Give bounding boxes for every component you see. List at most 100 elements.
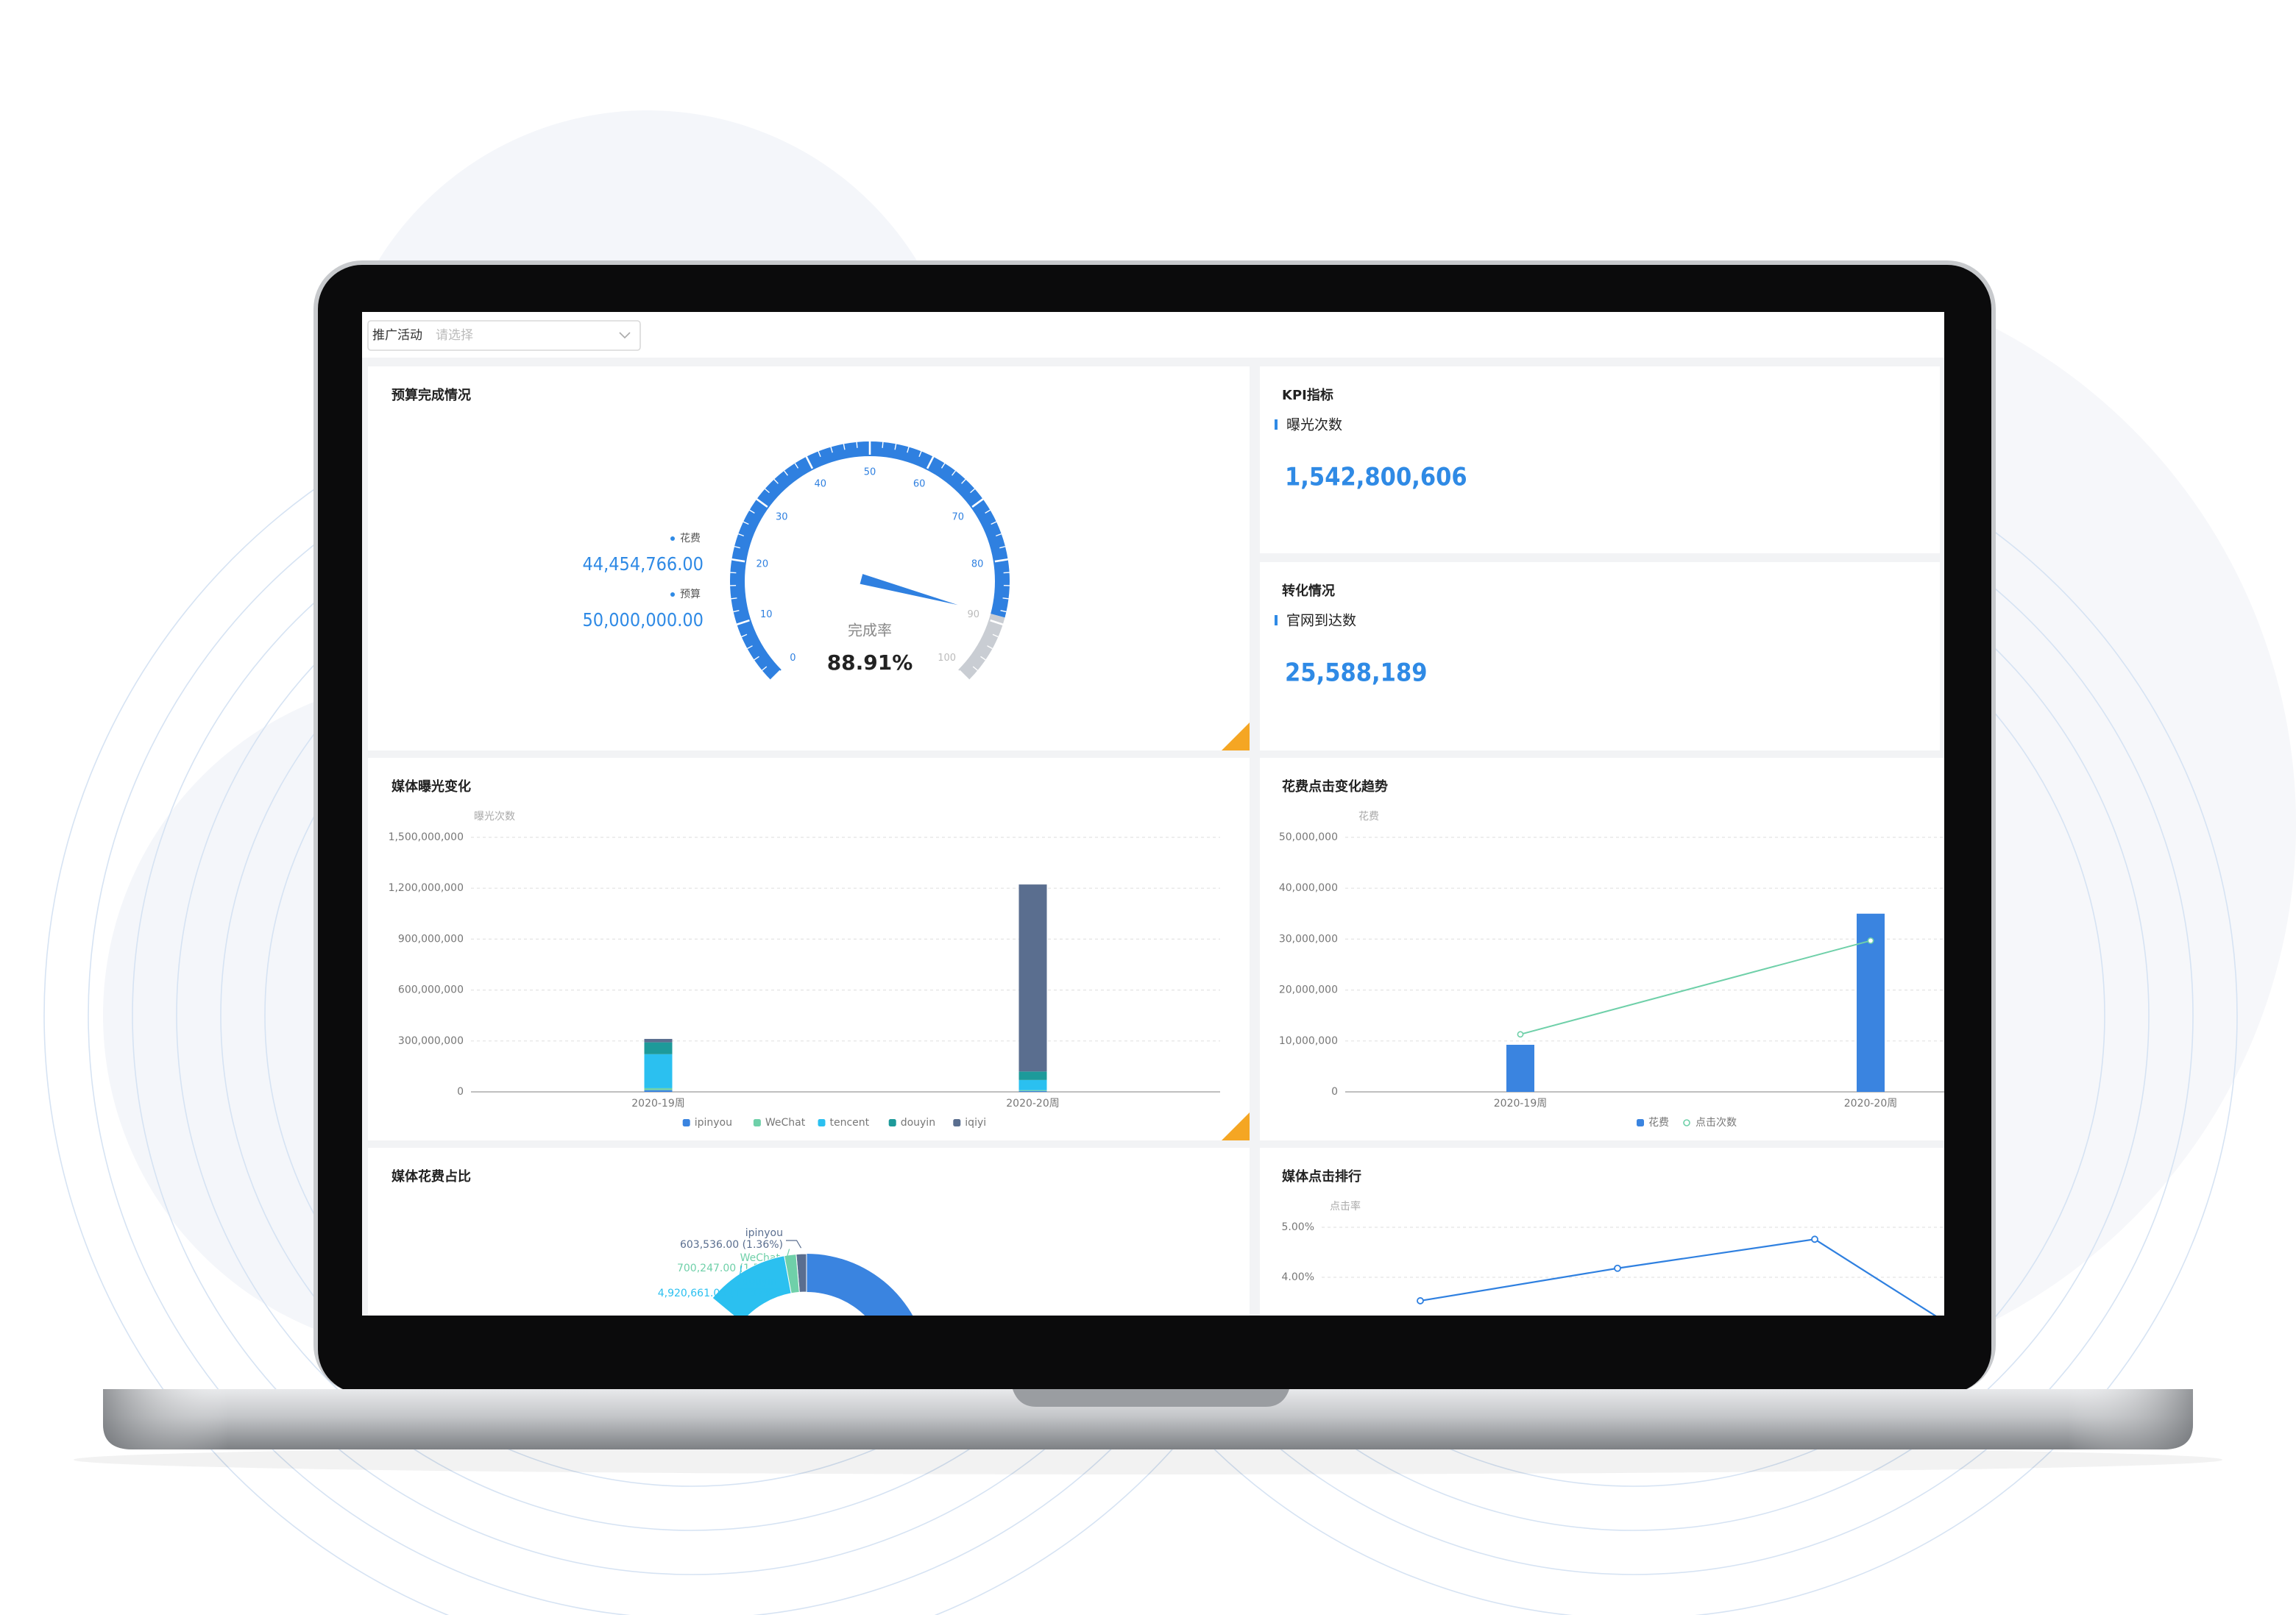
dropdown-arrow[interactable] [619, 332, 631, 339]
legend-symbol [753, 1119, 761, 1126]
screen: 推广活动 请选择 预算完成情况 花费 44,454,766.00 预算 50,0… [362, 312, 1944, 1316]
gauge-tick [770, 670, 782, 681]
legend-label[interactable]: douyin [901, 1117, 935, 1129]
y-axis-title: 曝光次数 [474, 811, 515, 823]
x-tick-label: 2020-19周 [1494, 1098, 1548, 1110]
line [1520, 940, 1871, 1035]
panel [1260, 562, 1940, 750]
filter-placeholder[interactable]: 请选择 [436, 328, 473, 343]
corner-badge[interactable] [1222, 723, 1250, 750]
gauge-minor-tick [961, 479, 966, 484]
y-tick-label: 50,000,000 [1279, 831, 1338, 843]
slice-name: douyin [743, 1276, 777, 1288]
gauge-tick-label: 70 [952, 512, 964, 523]
slice-name: ipinyou [745, 1227, 783, 1239]
gauge-minor-tick [743, 521, 749, 525]
gauge-minor-tick [972, 666, 978, 671]
y-tick-label: 5.00% [1282, 1221, 1314, 1233]
panel [1260, 758, 1944, 1140]
gauge-tick [926, 456, 935, 469]
gauge-tick [990, 619, 1004, 625]
y-tick-label: 20,000,000 [1279, 984, 1338, 996]
y-tick-label: 900,000,000 [398, 933, 464, 945]
legend-label[interactable]: 花费 [1648, 1117, 1669, 1129]
gauge-minor-tick [999, 546, 1006, 549]
metric-value: 25,588,189 [1285, 659, 1428, 688]
gauge-tick-label: 50 [864, 467, 876, 478]
metric-marker [1275, 615, 1278, 625]
corner-badge[interactable] [1222, 1112, 1250, 1140]
gauge-minor-tick [996, 533, 1002, 537]
gauge-minor-tick [754, 656, 759, 661]
gauge-tick [805, 456, 814, 469]
metric-marker [1275, 419, 1278, 430]
legend-dot [670, 536, 675, 541]
gauge-tick-label: 0 [790, 653, 796, 664]
legend-label[interactable]: WeChat [765, 1117, 806, 1129]
slice-label: 4,920,661.00 (11.07%) [658, 1288, 777, 1299]
gauge-tick [756, 498, 768, 508]
gauge-tick [736, 619, 750, 625]
y-tick-label: 4.00% [1282, 1271, 1314, 1283]
y-tick-label: 1,200,000,000 [389, 882, 464, 894]
gauge-minor-tick [818, 451, 821, 458]
gauge-minor-tick [747, 645, 753, 650]
line-point [1417, 1297, 1424, 1305]
gauge-minor-tick [843, 444, 846, 450]
gauge-minor-tick [894, 444, 897, 450]
bar-segment [644, 1087, 673, 1090]
metric-name: 官网到达数 [1286, 613, 1356, 629]
panel-title: 花费点击变化趋势 [1282, 778, 1388, 795]
gauge-tick [971, 498, 984, 508]
gauge-tick-label: 60 [913, 479, 926, 490]
bar-segment [1018, 1090, 1047, 1092]
y-axis-title: 点击率 [1330, 1200, 1361, 1213]
gauge-minor-tick [985, 509, 991, 514]
panel [368, 758, 1250, 1140]
panel [368, 1148, 1250, 1316]
gauge-minor-tick [882, 441, 884, 448]
gauge-minor-tick [733, 610, 740, 613]
gauge-value: 88.91% [827, 650, 913, 675]
panel-title: KPI指标 [1282, 387, 1333, 403]
legend-label[interactable]: iqiyi [965, 1117, 986, 1129]
leader-line [786, 1240, 802, 1249]
line [1420, 1238, 1937, 1316]
y-axis-title: 花费 [1358, 811, 1379, 823]
gauge-minor-tick [749, 509, 755, 514]
legend-label[interactable]: 点击次数 [1696, 1117, 1737, 1129]
legend-symbol [888, 1119, 896, 1126]
gauge-minor-tick [980, 656, 986, 661]
filter-select[interactable] [367, 320, 641, 351]
leader-line [737, 1265, 780, 1290]
legend-symbol [1637, 1119, 1644, 1126]
gauge-needle [860, 574, 958, 606]
gauge-tick-label: 40 [815, 479, 827, 490]
line-point [1811, 1235, 1818, 1243]
gauge-minor-tick [951, 470, 957, 476]
bar-segment [644, 1054, 673, 1088]
legend-symbol [818, 1119, 826, 1126]
gauge-tick-label: 30 [776, 512, 788, 523]
legend-symbol [682, 1119, 690, 1126]
filter-label: 推广活动 [372, 328, 422, 343]
y-tick-label: 600,000,000 [398, 984, 464, 996]
line-point [1867, 937, 1874, 944]
y-tick-label: 0 [1331, 1086, 1338, 1098]
y-tick-label: 0 [457, 1086, 464, 1098]
y-tick-label: 30,000,000 [1279, 933, 1338, 945]
gauge-minor-tick [940, 463, 946, 469]
panel-title: 媒体曝光变化 [391, 778, 471, 795]
slice-label: 603,536.00 (1.36%) [680, 1239, 783, 1251]
panel [1260, 1148, 1944, 1316]
panel-title: 媒体花费占比 [391, 1168, 471, 1185]
gauge-minor-tick [987, 645, 993, 650]
gauge-minor-tick [907, 447, 910, 453]
bar-segment [1018, 1090, 1047, 1091]
gauge-tick [731, 558, 745, 563]
legend-label[interactable]: tencent [830, 1117, 870, 1129]
x-tick-label: 2020-20周 [1844, 1098, 1898, 1110]
legend-label[interactable]: ipinyou [695, 1117, 732, 1129]
